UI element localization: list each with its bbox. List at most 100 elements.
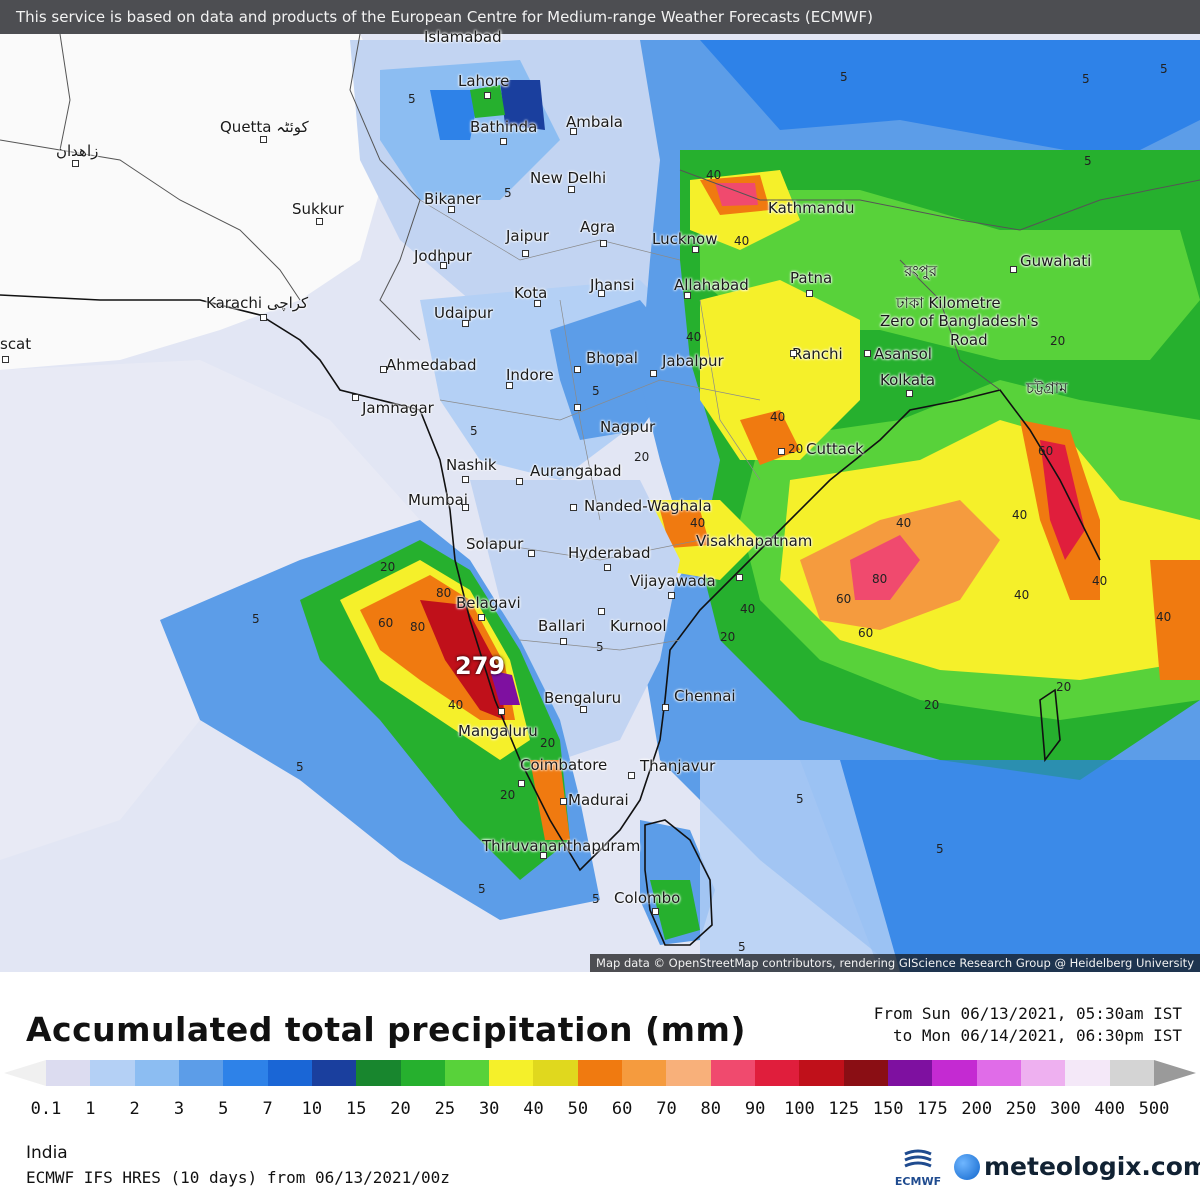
rain-punjab-core-2 — [500, 80, 545, 130]
city-label: Allahabad — [674, 276, 749, 294]
rain-andhra-orange — [660, 510, 710, 548]
city-marker — [1010, 266, 1017, 273]
city-label: Ballari — [538, 617, 586, 635]
city-label: Coimbatore — [520, 756, 608, 774]
city-marker — [580, 706, 587, 713]
city-label: Mangaluru — [458, 722, 538, 740]
city-marker — [352, 394, 359, 401]
city-marker — [516, 478, 523, 485]
legend-tick-label: 400 — [1094, 1099, 1126, 1119]
contour-label: 80 — [410, 620, 426, 634]
legend-tick-label: 300 — [1050, 1099, 1081, 1119]
legend-swatch — [444, 1060, 490, 1086]
legend-swatch — [178, 1060, 224, 1086]
contour-label: 40 — [1156, 610, 1172, 624]
legend-over-arrow — [1154, 1060, 1196, 1086]
city-marker — [316, 218, 323, 225]
city-marker — [500, 138, 507, 145]
contour-label: 20 — [1056, 680, 1072, 694]
legend-swatch — [932, 1060, 977, 1086]
rain-far-east-orange — [1150, 560, 1200, 680]
ecmwf-logo-icon — [904, 1149, 932, 1168]
city-label: Ambala — [566, 113, 623, 131]
city-marker — [518, 780, 525, 787]
contour-label: 20 — [380, 560, 396, 574]
rain-westcoast-darkred — [420, 600, 505, 720]
rain-westcoast-purple — [490, 670, 520, 705]
city-label: Madurai — [568, 791, 629, 809]
contour-label: 40 — [1012, 508, 1028, 522]
contour-label: 20 — [1050, 334, 1066, 348]
legend-tick-label: 70 — [656, 1099, 677, 1119]
contour-label: 60 — [378, 616, 394, 630]
city-marker — [448, 206, 455, 213]
city-marker — [570, 504, 577, 511]
city-marker — [568, 186, 575, 193]
city-marker — [462, 476, 469, 483]
city-marker — [628, 772, 635, 779]
city-label: Patna — [790, 269, 833, 287]
city-label: Visakhapatnam — [696, 532, 813, 550]
legend-swatch — [887, 1060, 933, 1086]
city-label: রংপুর — [904, 262, 938, 280]
city-label: Thiruvananthapuram — [482, 837, 641, 855]
city-marker — [570, 128, 577, 135]
rain-south-bay-blue — [800, 760, 1200, 972]
contour-label: 5 — [408, 92, 416, 106]
contour-label: 5 — [840, 70, 848, 84]
globe-icon — [954, 1153, 980, 1180]
city-label: Lucknow — [652, 230, 718, 248]
legend-swatch — [311, 1060, 357, 1086]
contour-label: 80 — [872, 572, 888, 586]
legend-under-arrow — [4, 1060, 46, 1086]
city-marker — [560, 638, 567, 645]
city-marker — [484, 92, 491, 99]
legend-swatch — [1020, 1060, 1066, 1086]
city-label: Thanjavur — [640, 757, 716, 775]
rain-punjab-core — [430, 90, 480, 140]
legend-tick-label: 2 — [129, 1099, 140, 1119]
contour-label: 5 — [1160, 62, 1168, 76]
city-label: Bikaner — [424, 190, 481, 208]
city-label: Vijayawada — [630, 572, 716, 590]
legend-tick-label: 10 — [301, 1099, 323, 1119]
city-label: Karachi کراچی — [206, 294, 309, 312]
legend-tick-label: 175 — [917, 1099, 948, 1119]
city-label: Kurnool — [610, 617, 667, 635]
city-label: Indore — [506, 366, 554, 384]
city-marker — [736, 574, 743, 581]
city-marker — [522, 250, 529, 257]
city-label: Bengaluru — [544, 689, 622, 707]
city-marker — [574, 366, 581, 373]
city-label: Sukkur — [292, 200, 344, 218]
chart-title: Accumulated total precipitation (mm) — [26, 1010, 746, 1049]
city-label: Quetta کوئٹہ — [220, 118, 309, 136]
brand-text: meteologix.com — [984, 1152, 1200, 1181]
legend-ticks: 0.1 1 2 3 5 7 10 15 20 25 30 40 50 60 70 80 90 100 125 150 1… — [0, 1099, 1200, 1121]
legend-tick-label: 90 — [744, 1099, 766, 1119]
legend-swatch — [223, 1060, 268, 1086]
contour-label: 20 — [634, 450, 650, 464]
legend-tick-label: 30 — [478, 1099, 500, 1119]
city-label: Jodhpur — [414, 247, 472, 265]
city-marker — [260, 136, 267, 143]
city-label: Colombo — [614, 889, 681, 907]
rain-north-east-blue — [700, 40, 1200, 160]
city-label: Cuttack — [806, 440, 864, 458]
legend-tick-label: 125 — [828, 1099, 860, 1119]
legend-tick-label: 25 — [434, 1099, 456, 1119]
contour-label: 40 — [896, 516, 912, 530]
meteologix-brand[interactable]: meteologix.com — [954, 1152, 1200, 1181]
city-marker — [560, 798, 567, 805]
ecmwf-attribution: This service is based on data and produc… — [0, 0, 1200, 34]
city-marker — [906, 390, 913, 397]
city-label: Mumbai — [408, 491, 468, 509]
city-label: Belagavi — [456, 594, 521, 612]
rain-odisha-orange — [740, 410, 800, 465]
city-marker — [506, 382, 513, 389]
contour-label: 40 — [448, 698, 464, 712]
city-label: Chennai — [674, 687, 736, 705]
legend-swatch — [976, 1060, 1021, 1086]
city-label: Bhopal — [586, 349, 638, 367]
ecmwf-logo: ECMWF — [886, 1148, 950, 1189]
